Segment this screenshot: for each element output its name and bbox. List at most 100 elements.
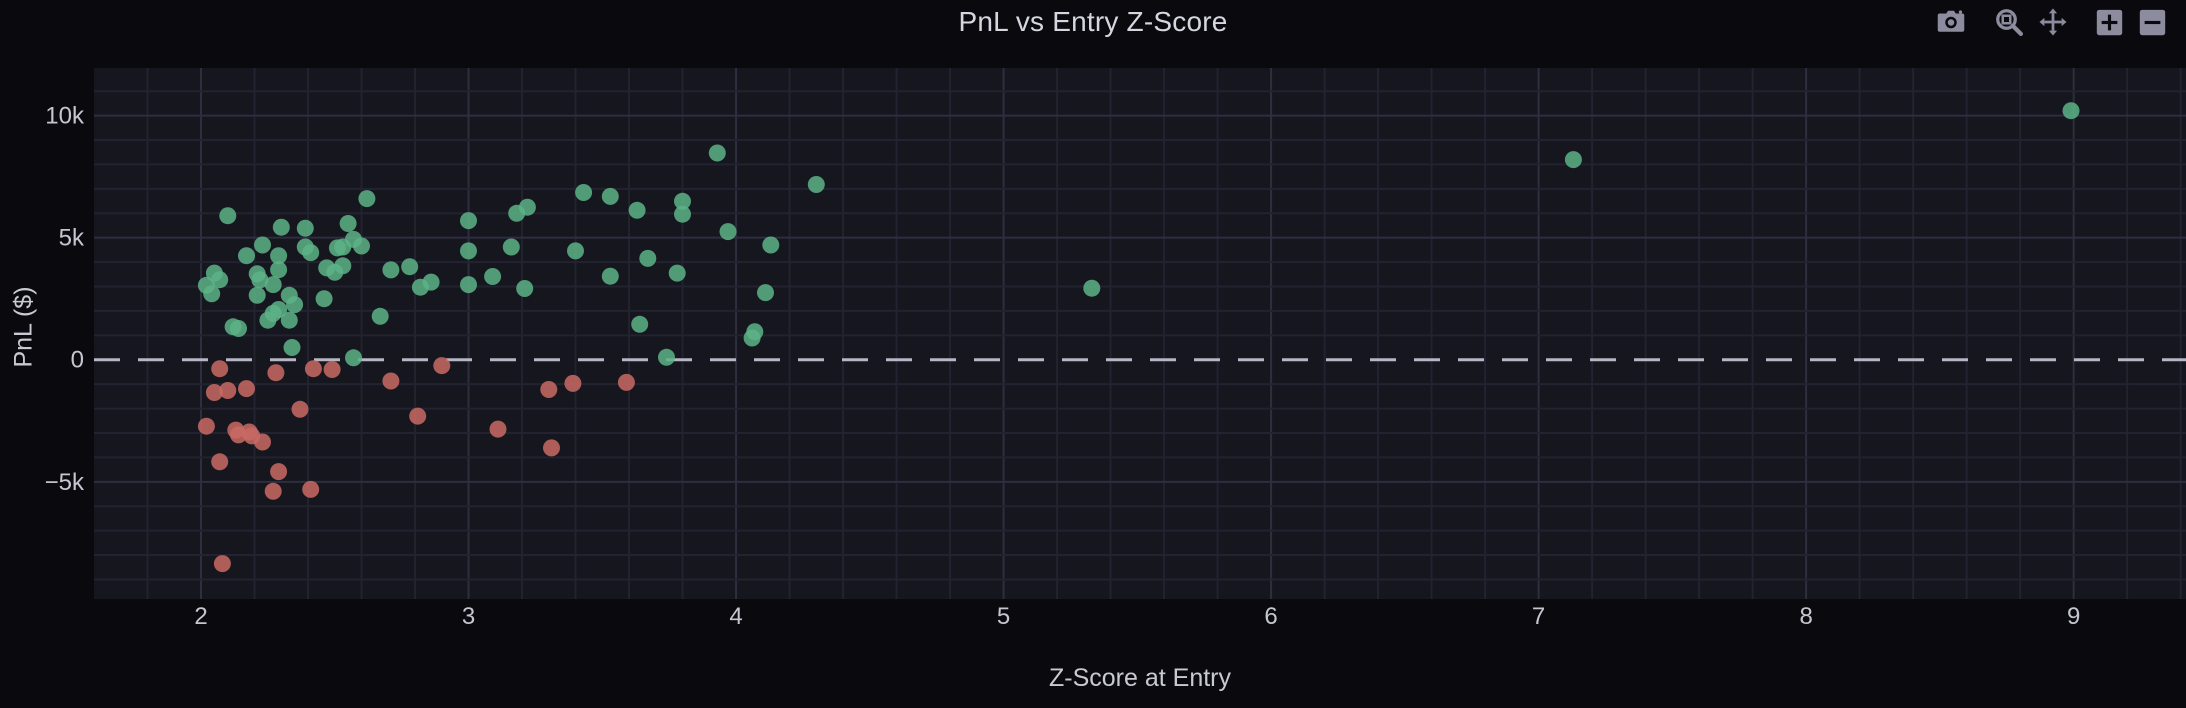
data-point-winning-trades[interactable] — [334, 257, 352, 275]
data-point-winning-trades[interactable] — [315, 290, 333, 308]
data-point-losing-trades[interactable] — [213, 555, 231, 573]
box-zoom-icon — [1996, 9, 2023, 36]
data-point-losing-trades[interactable] — [304, 360, 322, 378]
data-point-winning-trades[interactable] — [211, 271, 229, 289]
data-point-losing-trades[interactable] — [323, 361, 341, 378]
data-point-losing-trades[interactable] — [564, 374, 582, 392]
data-point-winning-trades[interactable] — [203, 285, 221, 303]
data-point-winning-trades[interactable] — [248, 286, 266, 304]
data-point-losing-trades[interactable] — [617, 373, 635, 391]
modebar — [1928, 5, 2174, 39]
data-point-winning-trades[interactable] — [286, 296, 304, 314]
data-point-losing-trades[interactable] — [433, 357, 451, 375]
data-point-winning-trades[interactable] — [674, 192, 691, 210]
data-point-winning-trades[interactable] — [460, 276, 477, 294]
data-point-winning-trades[interactable] — [345, 349, 362, 367]
data-point-winning-trades[interactable] — [1083, 279, 1101, 297]
data-point-losing-trades[interactable] — [238, 380, 255, 398]
zoom-in-icon — [2096, 9, 2123, 35]
x-tick-label: 6 — [1264, 603, 1277, 630]
data-point-winning-trades[interactable] — [807, 176, 825, 193]
data-point-winning-trades[interactable] — [219, 207, 237, 225]
data-point-winning-trades[interactable] — [296, 219, 314, 237]
data-point-winning-trades[interactable] — [270, 301, 288, 318]
data-point-winning-trades[interactable] — [272, 218, 290, 236]
data-point-winning-trades[interactable] — [601, 187, 619, 205]
data-point-winning-trades[interactable] — [254, 236, 271, 254]
chart-title: PnL vs Entry Z-Score — [958, 6, 1228, 37]
data-point-losing-trades[interactable] — [219, 382, 237, 399]
data-point-winning-trades[interactable] — [628, 201, 646, 219]
x-tick-label: 9 — [2067, 603, 2080, 630]
data-point-losing-trades[interactable] — [211, 453, 229, 471]
x-tick-label: 7 — [1532, 603, 1545, 630]
data-point-losing-trades[interactable] — [197, 417, 215, 435]
data-point-winning-trades[interactable] — [1564, 151, 1582, 169]
data-point-winning-trades[interactable] — [422, 273, 440, 291]
data-point-winning-trades[interactable] — [339, 215, 357, 232]
data-point-losing-trades[interactable] — [540, 381, 558, 398]
data-point-winning-trades[interactable] — [270, 247, 288, 265]
data-point-losing-trades[interactable] — [409, 407, 427, 425]
x-tick-label: 4 — [729, 603, 742, 630]
data-point-losing-trades[interactable] — [254, 433, 271, 451]
box-zoom-button[interactable] — [1990, 5, 2028, 39]
data-point-winning-trades[interactable] — [401, 258, 419, 276]
data-point-winning-trades[interactable] — [518, 198, 536, 216]
plot-background[interactable] — [94, 68, 2186, 599]
x-tick-label: 8 — [1799, 603, 1812, 630]
data-point-winning-trades[interactable] — [302, 244, 320, 262]
data-point-winning-trades[interactable] — [658, 348, 675, 366]
data-point-losing-trades[interactable] — [267, 364, 285, 382]
data-point-winning-trades[interactable] — [567, 242, 584, 260]
data-point-winning-trades[interactable] — [708, 144, 726, 162]
data-point-winning-trades[interactable] — [674, 205, 691, 223]
data-point-winning-trades[interactable] — [251, 271, 269, 289]
y-tick-label: 5k — [59, 225, 85, 252]
data-point-winning-trades[interactable] — [460, 212, 477, 230]
camera-icon — [1937, 10, 1965, 32]
data-point-winning-trades[interactable] — [382, 261, 400, 279]
data-point-winning-trades[interactable] — [484, 268, 502, 285]
pan-icon — [2039, 8, 2067, 36]
data-point-losing-trades[interactable] — [270, 463, 288, 481]
data-point-winning-trades[interactable] — [460, 242, 477, 260]
data-point-winning-trades[interactable] — [757, 284, 774, 302]
data-point-losing-trades[interactable] — [489, 420, 507, 438]
zoom-out-button[interactable] — [2134, 6, 2171, 39]
data-point-losing-trades[interactable] — [211, 360, 229, 378]
data-point-losing-trades[interactable] — [302, 480, 320, 498]
data-point-winning-trades[interactable] — [502, 238, 520, 256]
x-tick-label: 3 — [462, 603, 475, 630]
data-point-winning-trades[interactable] — [264, 276, 282, 294]
pan-button[interactable] — [2034, 5, 2072, 39]
data-point-winning-trades[interactable] — [283, 339, 301, 356]
data-point-winning-trades[interactable] — [280, 311, 298, 329]
data-point-losing-trades[interactable] — [264, 482, 282, 500]
data-point-winning-trades[interactable] — [516, 280, 534, 297]
data-point-winning-trades[interactable] — [270, 261, 288, 279]
data-point-winning-trades[interactable] — [2062, 102, 2080, 120]
data-point-winning-trades[interactable] — [746, 323, 764, 341]
data-point-winning-trades[interactable] — [762, 236, 780, 254]
data-point-winning-trades[interactable] — [230, 320, 247, 337]
data-point-winning-trades[interactable] — [639, 249, 657, 267]
data-point-winning-trades[interactable] — [238, 247, 255, 265]
data-point-losing-trades[interactable] — [205, 384, 223, 401]
download-plot-button[interactable] — [1931, 5, 1971, 39]
data-point-losing-trades[interactable] — [382, 372, 400, 390]
data-point-winning-trades[interactable] — [575, 184, 593, 201]
y-tick-label: 10k — [45, 103, 85, 130]
data-point-winning-trades[interactable] — [353, 237, 370, 255]
data-point-winning-trades[interactable] — [631, 315, 649, 333]
data-point-winning-trades[interactable] — [358, 190, 376, 208]
zoom-in-button[interactable] — [2091, 6, 2128, 39]
data-point-winning-trades[interactable] — [719, 223, 737, 241]
data-point-winning-trades[interactable] — [371, 307, 389, 325]
data-point-winning-trades[interactable] — [668, 264, 686, 282]
data-point-losing-trades[interactable] — [291, 400, 309, 418]
data-point-losing-trades[interactable] — [543, 439, 560, 457]
data-point-winning-trades[interactable] — [601, 267, 619, 285]
